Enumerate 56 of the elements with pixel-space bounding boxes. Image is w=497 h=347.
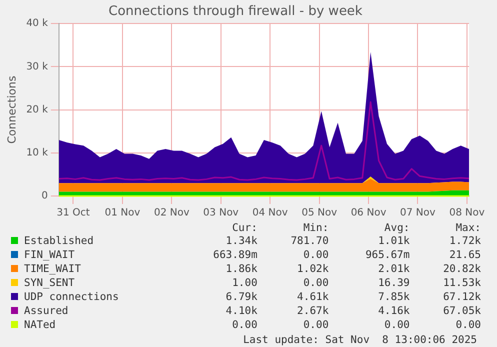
text: 6.79k: [224, 290, 258, 304]
legend-label: FIN_WAIT: [23, 248, 76, 262]
text: 663.89m: [212, 248, 258, 262]
text: Avg:: [383, 222, 411, 234]
y-tick-label: 30 k: [26, 61, 48, 72]
x-tick-label: 06 Nov: [350, 208, 386, 219]
x-tick-label: 31 Oct: [56, 208, 90, 219]
legend-label: TIME_WAIT: [23, 262, 82, 276]
text: 4.16k: [377, 304, 411, 318]
legend-label: Assured: [23, 304, 70, 318]
legend-label: Established: [23, 234, 95, 248]
text: 0.00: [454, 318, 482, 332]
y-tick-label: 10 k: [26, 147, 48, 158]
text: 0.00: [302, 248, 330, 262]
text: 1.72k: [448, 234, 482, 248]
text: Last update: Sat Nov 8 13:00:06 2025: [242, 334, 477, 346]
x-tick-label: 03 Nov: [203, 208, 239, 219]
text: Min:: [302, 222, 330, 234]
text: 1.01k: [377, 234, 411, 248]
text: 16.39: [377, 276, 411, 290]
text: 11.53k: [442, 276, 482, 290]
x-tick-label: 02 Nov: [154, 208, 190, 219]
text: Cur:: [231, 222, 258, 234]
y-tick-label: 20 k: [26, 104, 48, 116]
text: 67.12k: [442, 290, 482, 304]
text: 20.82k: [442, 262, 482, 276]
text: 1.00: [231, 276, 258, 290]
x-tick-label: 08 Nov: [449, 208, 485, 219]
text: 2.01k: [377, 262, 411, 276]
text: 1.86k: [224, 262, 258, 276]
legend-label: NATed: [23, 318, 57, 332]
text: 965.67m: [364, 248, 411, 262]
text: 1.02k: [296, 262, 330, 276]
text: 21.65: [448, 248, 482, 262]
legend-label: UDP connections: [23, 290, 120, 304]
chart-title: Connections through firewall - by week: [108, 4, 363, 20]
text: 2.67k: [296, 304, 330, 318]
text: 67.05k: [442, 304, 482, 318]
text: 0.00: [302, 318, 330, 332]
text: 0.00: [383, 318, 411, 332]
text: 1.34k: [224, 234, 258, 248]
x-tick-label: 07 Nov: [400, 208, 436, 219]
y-tick-label: 40 k: [26, 18, 48, 30]
text: 4.61k: [296, 290, 330, 304]
text: 7.85k: [377, 290, 411, 304]
y-tick-label: 0: [42, 190, 48, 202]
y-axis-title: Connections: [5, 76, 18, 144]
text: 0.00: [231, 318, 258, 332]
legend-label: SYN_SENT: [23, 276, 76, 290]
x-tick-label: 04 Nov: [252, 208, 288, 219]
text: Max:: [454, 222, 482, 234]
x-tick-label: 05 Nov: [302, 208, 338, 219]
text: 4.10k: [224, 304, 258, 318]
text: 781.70: [290, 234, 330, 248]
text: 0.00: [302, 276, 330, 290]
x-tick-label: 01 Nov: [104, 208, 140, 219]
